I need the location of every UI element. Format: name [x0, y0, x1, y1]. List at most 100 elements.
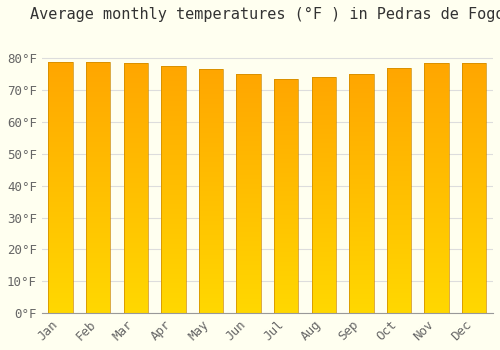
Bar — [349, 115, 374, 117]
Bar — [424, 183, 449, 186]
Bar — [48, 225, 73, 228]
Bar — [274, 240, 298, 243]
Bar — [462, 153, 486, 156]
Bar — [274, 79, 298, 81]
Bar — [387, 186, 411, 188]
Bar — [349, 91, 374, 93]
Bar — [161, 182, 186, 185]
Bar — [349, 146, 374, 148]
Bar — [124, 203, 148, 205]
Bar — [86, 275, 110, 278]
Bar — [48, 185, 73, 187]
Bar — [349, 225, 374, 227]
Bar — [274, 261, 298, 264]
Bar — [387, 68, 411, 70]
Bar — [462, 251, 486, 253]
Bar — [462, 163, 486, 166]
Bar — [274, 301, 298, 304]
Bar — [124, 246, 148, 248]
Bar — [312, 190, 336, 193]
Bar — [312, 226, 336, 228]
Bar — [236, 93, 261, 96]
Bar — [274, 173, 298, 175]
Bar — [274, 268, 298, 271]
Bar — [274, 222, 298, 224]
Bar — [424, 121, 449, 123]
Bar — [387, 217, 411, 220]
Bar — [462, 68, 486, 71]
Bar — [86, 202, 110, 205]
Bar — [48, 74, 73, 77]
Bar — [161, 249, 186, 251]
Bar — [387, 193, 411, 195]
Bar — [236, 273, 261, 275]
Bar — [462, 303, 486, 306]
Bar — [462, 161, 486, 163]
Bar — [462, 103, 486, 106]
Bar — [387, 311, 411, 313]
Bar — [161, 214, 186, 217]
Bar — [387, 203, 411, 205]
Bar — [48, 283, 73, 285]
Bar — [462, 213, 486, 216]
Bar — [387, 269, 411, 271]
Bar — [124, 156, 148, 158]
Bar — [86, 62, 110, 313]
Bar — [124, 106, 148, 108]
Bar — [199, 252, 223, 254]
Bar — [349, 134, 374, 136]
Bar — [161, 239, 186, 241]
Bar — [199, 162, 223, 164]
Bar — [48, 152, 73, 155]
Bar — [349, 189, 374, 191]
Bar — [86, 185, 110, 187]
Bar — [387, 139, 411, 141]
Bar — [199, 218, 223, 220]
Bar — [124, 176, 148, 178]
Bar — [48, 228, 73, 230]
Bar — [161, 108, 186, 111]
Bar — [86, 197, 110, 200]
Bar — [86, 290, 110, 293]
Bar — [312, 214, 336, 216]
Bar — [124, 108, 148, 111]
Bar — [274, 215, 298, 217]
Bar — [199, 257, 223, 259]
Bar — [424, 275, 449, 278]
Bar — [236, 105, 261, 108]
Bar — [349, 175, 374, 177]
Bar — [48, 134, 73, 137]
Bar — [424, 218, 449, 220]
Bar — [312, 233, 336, 235]
Bar — [199, 267, 223, 269]
Bar — [424, 123, 449, 126]
Bar — [312, 195, 336, 198]
Bar — [48, 82, 73, 84]
Bar — [387, 239, 411, 242]
Bar — [161, 219, 186, 222]
Bar — [387, 132, 411, 134]
Bar — [48, 215, 73, 217]
Bar — [349, 292, 374, 294]
Bar — [236, 74, 261, 77]
Bar — [349, 187, 374, 189]
Bar — [161, 234, 186, 237]
Bar — [161, 98, 186, 101]
Bar — [236, 187, 261, 189]
Bar — [274, 306, 298, 308]
Bar — [349, 172, 374, 175]
Bar — [124, 173, 148, 176]
Bar — [236, 218, 261, 220]
Bar — [462, 278, 486, 281]
Bar — [48, 273, 73, 275]
Bar — [274, 287, 298, 290]
Bar — [462, 128, 486, 131]
Bar — [274, 138, 298, 140]
Bar — [462, 121, 486, 123]
Bar — [312, 87, 336, 89]
Bar — [236, 201, 261, 203]
Bar — [161, 143, 186, 145]
Bar — [86, 190, 110, 193]
Bar — [161, 288, 186, 291]
Bar — [48, 245, 73, 248]
